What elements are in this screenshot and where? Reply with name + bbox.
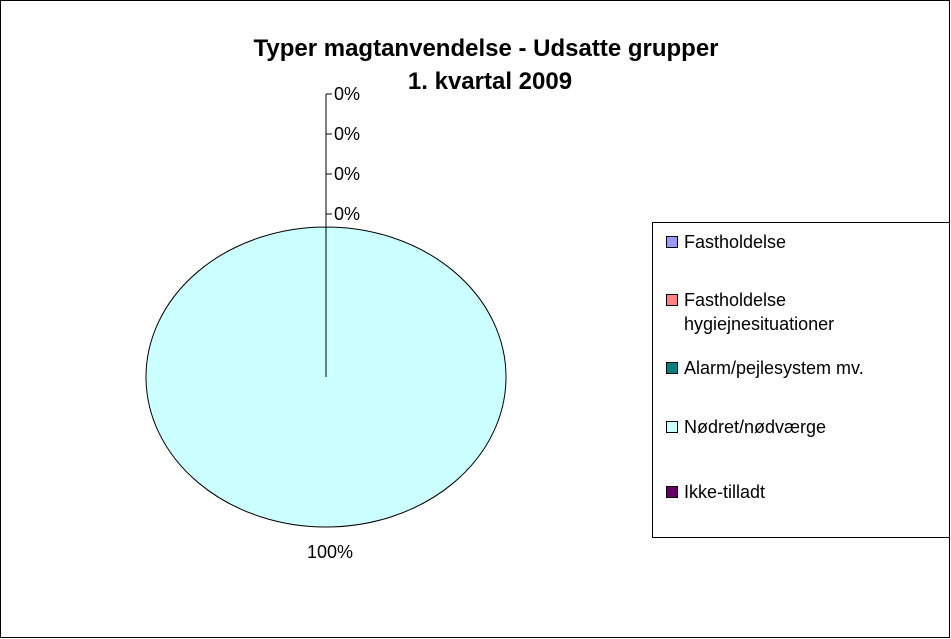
data-label: 0% — [334, 164, 360, 184]
chart-title: Typer magtanvendelse - Udsatte grupper — [254, 35, 719, 62]
legend-border — [652, 222, 950, 538]
data-label: 0% — [334, 124, 360, 144]
data-label: 100% — [307, 542, 353, 562]
legend-label: Alarm/pejlesystem mv. — [684, 358, 864, 378]
data-label: 0% — [334, 204, 360, 224]
legend-swatch — [666, 362, 678, 374]
legend-swatch — [666, 486, 678, 498]
chart-subtitle: 1. kvartal 2009 — [408, 68, 572, 95]
legend-entry: Fastholdelse — [666, 230, 936, 254]
data-label: 0% — [334, 84, 360, 104]
legend-swatch — [666, 236, 678, 248]
legend: Fastholdelse Fastholdelse hygiejnesituati… — [652, 222, 949, 537]
legend-label: Ikke-tilladt — [684, 482, 766, 502]
legend-label: Fastholdelse — [684, 232, 787, 252]
legend-entry: Fastholdelse hygiejnesituationer — [666, 288, 936, 336]
legend-label: Fastholdelse hygiejnesituationer — [684, 290, 835, 334]
legend-entry: Nødret/nødværge — [666, 415, 936, 439]
legend-label: Nødret/nødværge — [684, 417, 827, 437]
legend-swatch — [666, 294, 678, 306]
legend-swatch — [666, 421, 678, 433]
legend-entry: Ikke-tilladt — [666, 480, 936, 504]
legend-entry: Alarm/pejlesystem mv. — [666, 356, 936, 380]
